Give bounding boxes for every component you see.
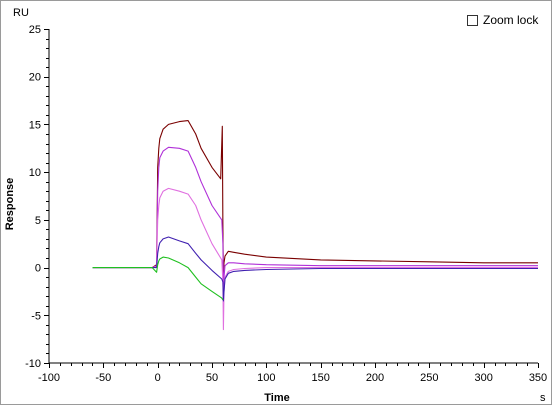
x-tick-label: 50 <box>206 372 218 384</box>
x-tick-label: 0 <box>155 372 161 384</box>
y-unit-label: RU <box>13 7 29 19</box>
x-tick-label: 200 <box>366 372 384 384</box>
x-axis-title: Time <box>264 392 289 404</box>
checkbox-icon[interactable] <box>467 14 478 26</box>
y-tick-label: 5 <box>35 215 41 227</box>
y-axis-title: Response <box>4 178 16 231</box>
x-unit-label: s <box>540 392 546 404</box>
y-tick-label: 25 <box>29 24 41 36</box>
series-line-1 <box>92 120 538 278</box>
x-tick-label: 150 <box>311 372 329 384</box>
x-tick-label: 350 <box>529 372 547 384</box>
x-tick-label: 100 <box>257 372 275 384</box>
x-tick-label: 300 <box>474 372 492 384</box>
y-tick-label: -10 <box>25 358 41 370</box>
x-tick-label: 250 <box>420 372 438 384</box>
series-line-4 <box>92 236 538 302</box>
x-tick-label: -100 <box>38 372 60 384</box>
y-tick-label: 15 <box>29 119 41 131</box>
y-tick-label: 10 <box>29 167 41 179</box>
zoom-lock-label: Zoom lock <box>483 13 539 27</box>
series-line-5 <box>92 256 224 301</box>
y-tick-label: 20 <box>29 72 41 84</box>
x-tick-label: -50 <box>95 372 111 384</box>
y-tick-label: -5 <box>31 310 41 322</box>
series-layer <box>92 120 538 331</box>
zoom-lock-checkbox[interactable]: Zoom lock <box>467 13 538 27</box>
series-line-3 <box>92 187 538 331</box>
series-line-2 <box>92 146 538 292</box>
y-tick-label: 0 <box>35 263 41 275</box>
